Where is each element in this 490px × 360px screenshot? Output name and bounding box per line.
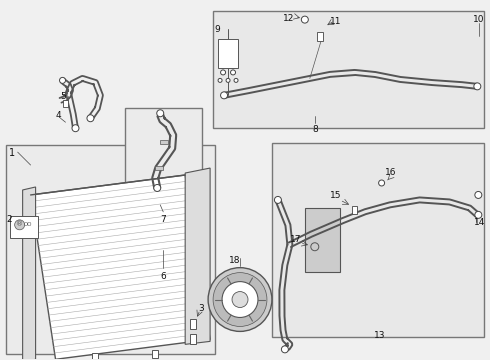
Text: 5: 5 [61,92,66,101]
Text: 11: 11 [330,17,341,26]
Text: 6: 6 [160,272,166,281]
Bar [213,11,484,128]
Circle shape [281,346,289,353]
Text: 7: 7 [160,215,166,224]
Circle shape [301,16,308,23]
Polygon shape [185,168,210,345]
Circle shape [475,192,482,198]
Text: 12: 12 [283,14,294,23]
Circle shape [208,268,272,332]
Text: ®: ® [16,222,23,228]
Bar [218,39,238,68]
Text: OO: OO [24,222,32,227]
Circle shape [234,78,238,82]
Bar [190,334,196,345]
Circle shape [59,77,66,84]
Polygon shape [23,187,36,360]
Text: 10: 10 [473,15,485,24]
Circle shape [154,184,161,192]
Text: 3: 3 [198,303,204,312]
Bar [93,353,98,360]
Bar [63,100,68,107]
Circle shape [379,180,385,186]
Circle shape [474,83,481,90]
Text: 4: 4 [55,111,61,120]
Circle shape [226,78,230,82]
Bar [125,108,202,285]
Circle shape [213,273,267,327]
Circle shape [274,197,281,203]
Circle shape [222,282,258,318]
Bar [155,166,163,170]
Bar [352,206,357,214]
Bar [272,143,484,337]
Circle shape [157,110,164,117]
Circle shape [87,115,94,122]
Circle shape [475,211,482,219]
Circle shape [311,243,319,251]
Circle shape [15,220,24,230]
Circle shape [232,292,248,307]
Text: 14: 14 [474,218,486,227]
Bar [160,140,168,144]
Circle shape [220,70,225,75]
Polygon shape [30,175,210,359]
Circle shape [230,70,236,75]
Bar [6,145,215,354]
Circle shape [218,78,222,82]
Bar [305,208,340,272]
Text: 17: 17 [290,235,301,244]
Text: 15: 15 [330,192,341,201]
Text: 2: 2 [7,215,12,224]
Text: 9: 9 [214,24,220,33]
Bar [190,319,196,329]
Text: 8: 8 [312,125,318,134]
Circle shape [220,92,227,99]
Bar [152,350,158,358]
Circle shape [72,125,79,132]
Bar [317,32,323,41]
Text: 13: 13 [374,332,385,341]
Text: 1: 1 [9,148,15,158]
Text: 16: 16 [385,167,396,176]
Text: 18: 18 [229,256,241,265]
Bar [10,216,38,238]
